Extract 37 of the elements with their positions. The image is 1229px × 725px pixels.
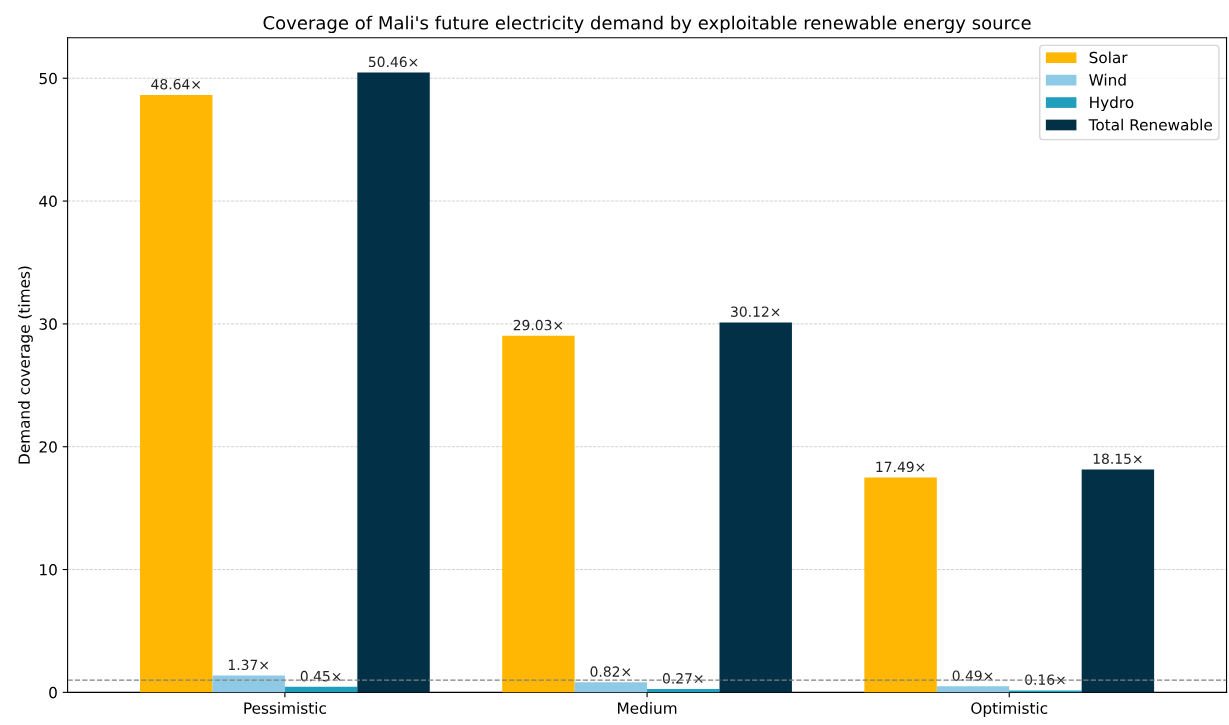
data-label: 30.12×: [731, 306, 780, 317]
bar: [357, 72, 430, 693]
bar: [936, 686, 1010, 693]
bar: [140, 94, 213, 693]
data-label: 1.37×: [228, 659, 269, 671]
bar: [284, 686, 358, 693]
data-label: 18.15×: [1093, 453, 1142, 464]
legend-label: Solar: [1089, 51, 1128, 64]
y-tick-label: 50: [39, 72, 57, 85]
data-label: 0.49×: [952, 670, 993, 681]
y-axis-title: Demand coverage (times): [18, 266, 33, 464]
y-tick-label: 40: [39, 195, 57, 208]
bar: [502, 335, 575, 693]
x-tick-label: Optimistic: [971, 702, 1048, 717]
data-label: 17.49×: [876, 461, 925, 473]
y-tick-label: 30: [39, 318, 57, 330]
x-tick-label: Pessimistic: [244, 702, 326, 714]
legend-label: Total Renewable: [1088, 118, 1212, 131]
bar: [1081, 469, 1155, 693]
data-label: 0.27×: [662, 673, 703, 684]
y-tick-label: 20: [39, 441, 57, 453]
data-label: 0.45×: [300, 670, 341, 682]
bar: [574, 682, 648, 693]
legend-label: Hydro: [1090, 96, 1134, 112]
y-tick-label: 10: [40, 564, 57, 576]
data-label: 0.16×: [1025, 674, 1065, 685]
x-tick-label: Medium: [618, 702, 677, 714]
legend-label: Wind: [1089, 73, 1126, 86]
data-label: 50.46×: [368, 56, 418, 68]
data-label: 29.03×: [513, 319, 563, 331]
bar: [864, 477, 937, 693]
chart-title: Coverage of Mali's future electricity demand by exploitable renewable energy source: [263, 15, 1031, 34]
bar: [719, 322, 792, 693]
bar: [647, 689, 720, 693]
y-tick-label: 0: [49, 686, 57, 699]
data-label: 48.64×: [151, 78, 201, 90]
data-label: 0.82×: [590, 666, 631, 677]
